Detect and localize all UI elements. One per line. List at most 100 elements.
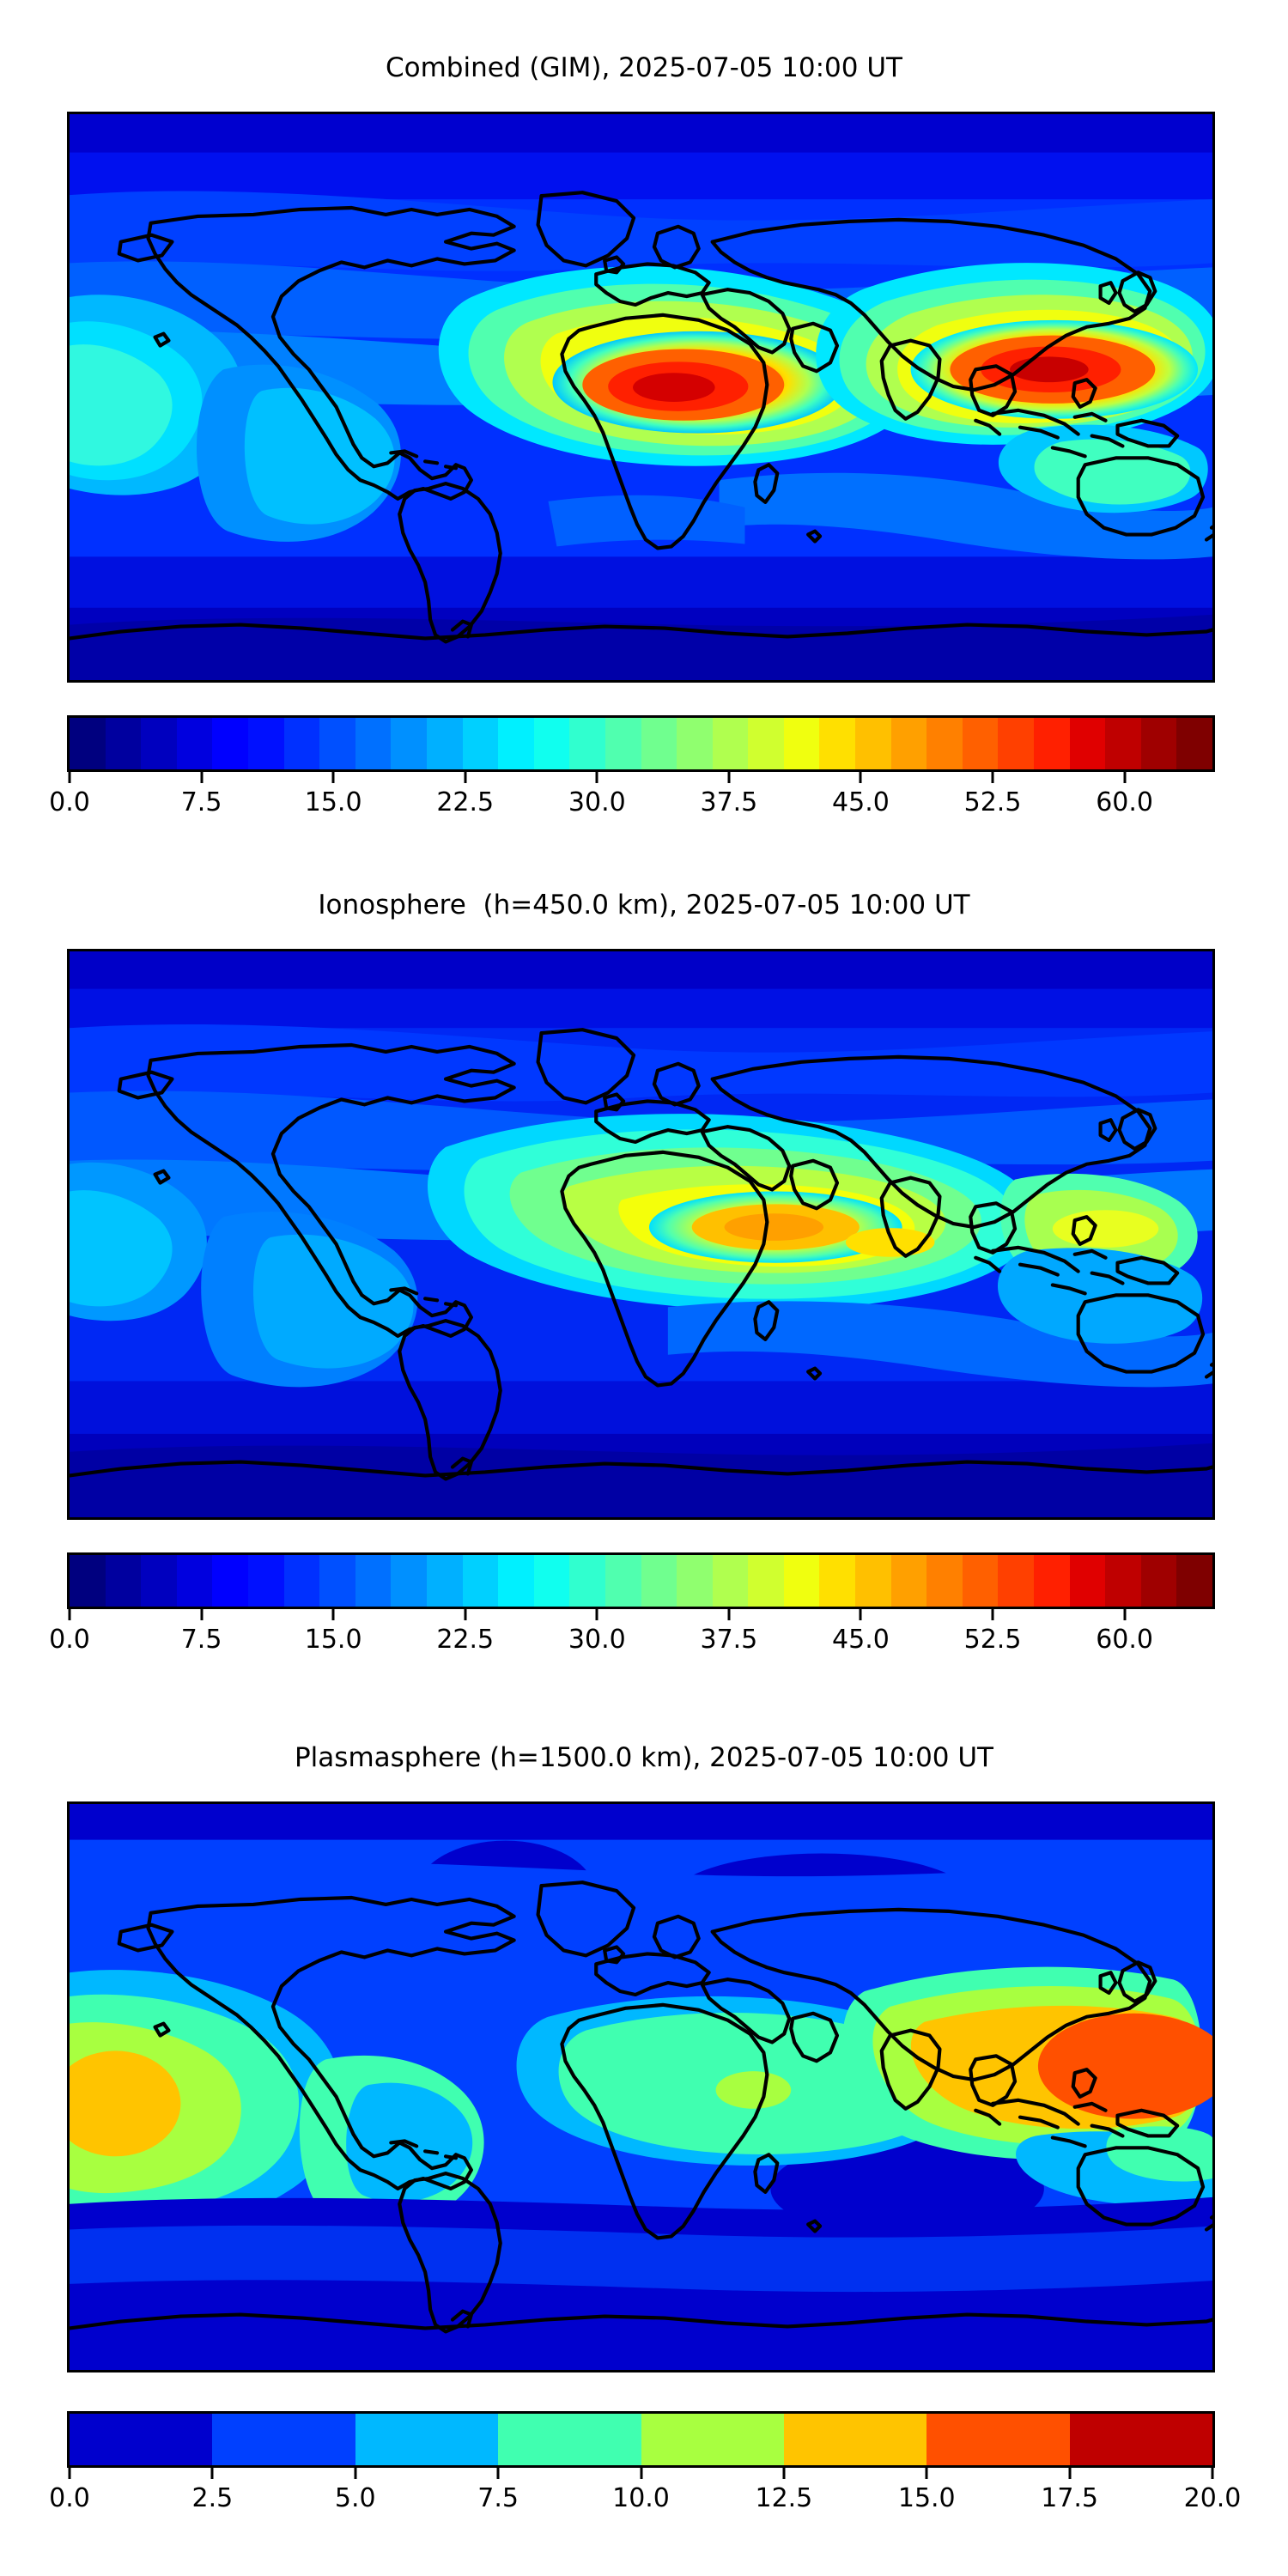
colorbar-1-tick-label: 22.5 xyxy=(436,787,495,817)
colorbar-2-segment xyxy=(712,1555,749,1607)
colorbar-1-segment xyxy=(1176,718,1212,769)
colorbar-2-tick-label: 30.0 xyxy=(568,1625,626,1655)
colorbar-1-segment xyxy=(319,718,355,769)
tec-contour-map-combined xyxy=(70,114,1212,680)
colorbar-1-segment xyxy=(105,718,142,769)
colorbar-3-segment xyxy=(355,2414,499,2465)
colorbar-1-segment xyxy=(641,718,677,769)
colorbar-2-segment xyxy=(1176,1555,1212,1607)
colorbar-2-segment xyxy=(319,1555,355,1607)
colorbar-1-tick xyxy=(331,772,335,783)
colorbar-1-segment xyxy=(355,718,392,769)
colorbar-1-segment xyxy=(247,718,284,769)
colorbar-1-tick-label: 52.5 xyxy=(963,787,1022,817)
panel-1-title: Combined (GIM), 2025-07-05 10:00 UT xyxy=(386,52,902,83)
colorbar-2-tick xyxy=(727,1609,731,1620)
colorbar-3-tick xyxy=(925,2468,928,2479)
colorbar-2-segment xyxy=(927,1555,963,1607)
panel-ionosphere: Ionosphere (h=450.0 km), 2025-07-05 10:0… xyxy=(0,837,1288,1662)
colorbar-1-segment xyxy=(462,718,499,769)
colorbar-2-tick xyxy=(68,1609,71,1620)
colorbar-2-segment xyxy=(748,1555,784,1607)
colorbar-1-tick-label: 60.0 xyxy=(1096,787,1154,817)
colorbar-combined-gim[interactable]: 0.0 7.5 15.0 22.5 30.0 37.5 45.0 52.5 60.0 xyxy=(49,715,1215,822)
colorbar-1-tick-label: 37.5 xyxy=(700,787,758,817)
colorbar-3-tick xyxy=(354,2468,357,2479)
colorbar-3-segment xyxy=(641,2414,784,2465)
colorbar-2-segment xyxy=(569,1555,605,1607)
colorbar-1-segment xyxy=(890,718,927,769)
colorbar-1-segment xyxy=(391,718,427,769)
colorbar-2-tick xyxy=(595,1609,598,1620)
colorbar-2-segment xyxy=(1069,1555,1106,1607)
colorbar-1-segment xyxy=(70,718,106,769)
panel-plasmasphere: Plasmasphere (h=1500.0 km), 2025-07-05 1… xyxy=(0,1674,1288,2576)
colorbar-2-segment xyxy=(247,1555,284,1607)
colorbar-1-segment xyxy=(962,718,999,769)
colorbar-3-segment xyxy=(498,2414,641,2465)
colorbar-1-segment xyxy=(141,718,177,769)
colorbar-gradient-3 xyxy=(67,2411,1215,2468)
colorbar-2-segment xyxy=(462,1555,499,1607)
colorbar-2-segment xyxy=(783,1555,820,1607)
colorbar-2-tick-label: 37.5 xyxy=(700,1625,758,1655)
colorbar-3-tick-label: 5.0 xyxy=(334,2483,376,2513)
colorbar-plasmasphere[interactable]: 0.0 2.5 5.0 7.5 10.0 12.5 15.0 17.5 20.0 xyxy=(49,2411,1241,2518)
colorbar-3-tick-label: 17.5 xyxy=(1041,2483,1099,2513)
colorbar-2-tick-label: 0.0 xyxy=(49,1625,90,1655)
map-axes-combined-gim[interactable] xyxy=(67,112,1215,683)
colorbar-3-tick-label: 0.0 xyxy=(49,2483,90,2513)
colorbar-3-segment xyxy=(783,2414,927,2465)
colorbar-3-tick xyxy=(210,2468,214,2479)
colorbar-2-segment xyxy=(855,1555,891,1607)
colorbar-3-segment xyxy=(70,2414,213,2465)
colorbar-gradient-1 xyxy=(67,715,1215,772)
colorbar-3-tick xyxy=(68,2468,71,2479)
colorbar-2-tick xyxy=(464,1609,467,1620)
colorbar-1-segment xyxy=(819,718,856,769)
colorbar-2-segment xyxy=(391,1555,427,1607)
colorbar-2-segment xyxy=(105,1555,142,1607)
colorbar-2-segment xyxy=(677,1555,713,1607)
colorbar-2-segment xyxy=(1140,1555,1177,1607)
colorbar-ionosphere[interactable]: 0.0 7.5 15.0 22.5 30.0 37.5 45.0 52.5 60.0 xyxy=(49,1552,1215,1659)
colorbar-2-segment xyxy=(176,1555,213,1607)
colorbar-1-tick-label: 0.0 xyxy=(49,787,90,817)
colorbar-3-segment xyxy=(212,2414,355,2465)
colorbar-3-tick-label: 7.5 xyxy=(477,2483,519,2513)
colorbar-2-segment xyxy=(533,1555,570,1607)
colorbar-2-tick-label: 22.5 xyxy=(436,1625,495,1655)
tec-contour-map-ionosphere xyxy=(70,951,1212,1517)
map-axes-ionosphere[interactable] xyxy=(67,949,1215,1520)
colorbar-2-segment xyxy=(426,1555,463,1607)
colorbar-2-tick xyxy=(331,1609,335,1620)
colorbar-2-segment xyxy=(819,1555,856,1607)
colorbar-1-segment xyxy=(1105,718,1141,769)
map-canvas-combined-gim xyxy=(70,114,1212,680)
colorbar-1-segment xyxy=(498,718,534,769)
colorbar-2-segment xyxy=(962,1555,999,1607)
colorbar-gradient-2 xyxy=(67,1552,1215,1609)
colorbar-1-tick-label: 15.0 xyxy=(304,787,362,817)
colorbar-2-segment xyxy=(641,1555,677,1607)
colorbar-1-tick xyxy=(595,772,598,783)
colorbar-3-tick xyxy=(1211,2468,1214,2479)
colorbar-3-tick xyxy=(1068,2468,1072,2479)
colorbar-3-segment xyxy=(927,2414,1070,2465)
colorbar-2-tick xyxy=(1123,1609,1127,1620)
colorbar-2-segment xyxy=(890,1555,927,1607)
colorbar-2-tick xyxy=(991,1609,994,1620)
colorbar-2-tick-label: 15.0 xyxy=(304,1625,362,1655)
colorbar-1-segment xyxy=(1140,718,1177,769)
colorbar-2-tick-label: 60.0 xyxy=(1096,1625,1154,1655)
colorbar-2-segment xyxy=(498,1555,534,1607)
colorbar-2-tick-label: 45.0 xyxy=(832,1625,890,1655)
map-axes-plasmasphere[interactable] xyxy=(67,1801,1215,2372)
colorbar-1-tick xyxy=(859,772,862,783)
colorbar-2-segment xyxy=(605,1555,641,1607)
colorbar-1-tick-label: 30.0 xyxy=(568,787,626,817)
colorbar-3-segment xyxy=(1069,2414,1212,2465)
colorbar-1-tick xyxy=(1123,772,1127,783)
colorbar-3-tick xyxy=(640,2468,642,2479)
colorbar-2-tick xyxy=(200,1609,204,1620)
